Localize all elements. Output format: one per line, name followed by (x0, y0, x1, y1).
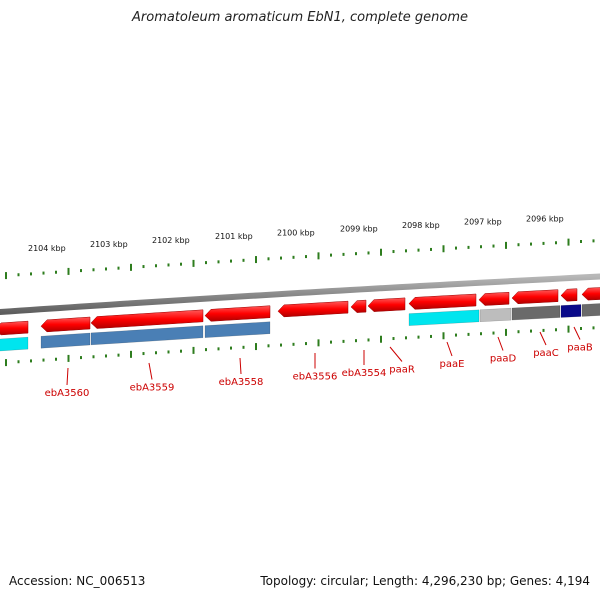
cds-arrow[interactable] (40, 316, 91, 333)
kbp-tick-label: 2100 kbp (277, 228, 315, 237)
kbp-tick-label: 2102 kbp (152, 236, 190, 245)
annotation-block[interactable] (511, 305, 561, 321)
cds-arrow[interactable] (367, 297, 406, 312)
kbp-tick-label: 2096 kbp (526, 214, 564, 223)
gene-label[interactable]: paaB (567, 343, 593, 354)
kbp-tick-label: 2103 kbp (90, 240, 128, 249)
gene-label[interactable]: ebA3554 (342, 368, 387, 379)
feature-track (0, 287, 600, 352)
label-leader-line (497, 336, 504, 351)
label-leader-line (446, 341, 453, 357)
label-leader-line (389, 346, 403, 362)
map-title: Aromatoleum aromaticum EbN1, complete ge… (132, 10, 468, 25)
annotation-block[interactable] (408, 309, 480, 326)
gene-label[interactable]: ebA3556 (293, 372, 338, 383)
annotation-block[interactable] (90, 325, 204, 346)
genome-backbone (0, 273, 600, 316)
gene-label[interactable]: ebA3558 (219, 377, 264, 388)
kbp-tick-label: 2104 kbp (28, 244, 66, 253)
cds-arrow[interactable] (511, 289, 559, 305)
kbp-tick-label: 2099 kbp (340, 225, 378, 234)
annotation-block[interactable] (581, 303, 600, 317)
label-leader-line (573, 326, 581, 340)
cds-arrow[interactable] (581, 287, 600, 301)
outer-tick-track (5, 238, 595, 280)
cds-arrow[interactable] (0, 320, 29, 336)
cds-arrow[interactable] (350, 299, 367, 313)
gene-labels: ebA3560 ebA3559 ebA3558 ebA3556 ebA3554 paaR p… (45, 326, 593, 399)
inner-tick-track (5, 325, 595, 367)
gene-label[interactable]: paaC (533, 348, 559, 359)
label-leader-line (239, 357, 242, 375)
accession-text: Accession: NC_006513 (9, 574, 146, 588)
annotation-block[interactable] (40, 332, 91, 349)
kbp-tick-label: 2098 kbp (402, 221, 440, 230)
cds-arrow[interactable] (408, 293, 477, 310)
cds-arrow[interactable] (277, 300, 349, 318)
kbp-labels: 2104 kbp 2103 kbp 2102 kbp 2101 kbp 2100 kbp… (28, 214, 564, 253)
kbp-tick-label: 2101 kbp (215, 232, 253, 241)
cds-arrow[interactable] (204, 305, 271, 322)
gene-label[interactable]: ebA3560 (45, 388, 90, 399)
label-leader-line (539, 331, 547, 346)
gene-label[interactable]: paaD (490, 354, 517, 365)
cds-arrow[interactable] (560, 288, 578, 302)
genome-summary-text: Topology: circular; Length: 4,296,230 bp… (260, 574, 590, 588)
annotation-block[interactable] (204, 321, 271, 338)
label-leader-line (148, 362, 153, 380)
kbp-tick-label: 2097 kbp (464, 218, 502, 227)
annotation-block[interactable] (479, 307, 512, 323)
annotation-block[interactable] (560, 304, 582, 318)
gene-label[interactable]: paaR (389, 365, 415, 376)
gene-label[interactable]: paaE (440, 359, 465, 370)
gene-label[interactable]: ebA3559 (130, 383, 175, 394)
annotation-block[interactable] (0, 336, 29, 352)
cds-arrow[interactable] (90, 309, 204, 329)
cds-arrow[interactable] (478, 291, 510, 306)
label-leader-line (66, 367, 69, 386)
backbone-arc (0, 273, 600, 316)
